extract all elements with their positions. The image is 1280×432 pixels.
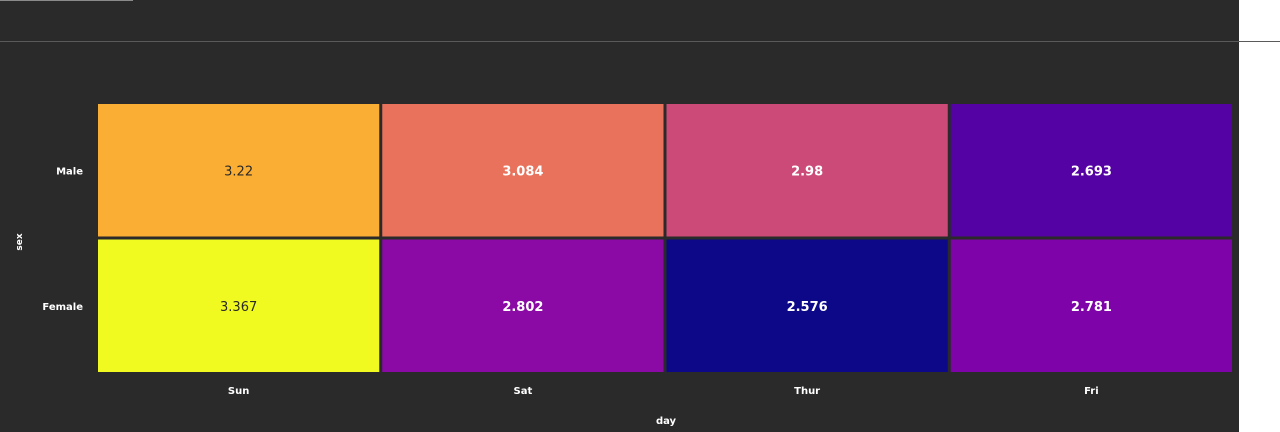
heatmap-cell-male-sat [382,104,664,237]
heatmap-cell-male-sun [98,104,380,237]
x-axis-label: day [656,416,677,427]
x-tick-label: Thur [794,386,820,397]
y-tick-label: Male [56,166,83,177]
y-axis-label: sex [15,233,25,250]
heatmap-cell-male-thur [666,104,948,237]
heatmap-cell-label: 2.693 [1071,164,1112,179]
x-tick-label: Sat [514,386,533,397]
heatmap-cell-label: 2.576 [787,300,828,315]
x-tick-label: Fri [1084,386,1099,397]
heatmap-cell-female-thur [666,239,948,372]
heatmap-cell-female-fri [950,239,1232,372]
x-axis-ticks: Sun Sat Thur Fri [228,386,1099,397]
heatmap-cell-male-fri [950,104,1232,237]
heatmap-cell-label: 3.367 [220,300,257,315]
heatmap-cell-female-sat [382,239,664,372]
heatmap-cell-label: 2.781 [1071,300,1112,315]
header-divider [0,41,1280,42]
heatmap-cell-label: 2.98 [791,164,823,179]
y-axis-ticks: Male Female [42,166,83,313]
heatmap-cell-label: 2.802 [502,300,543,315]
x-tick-label: Sun [228,386,249,397]
tab-indicator [0,0,133,1]
y-tick-label: Female [42,302,83,313]
heatmap-cell-label: 3.22 [224,164,253,179]
heatmap-cell-label: 3.084 [502,164,543,179]
heatmap-cell-female-sun [98,239,380,372]
heatmap-cells: 3.22 3.084 2.98 2.693 3.367 2.802 2.576 2.781 [98,104,1232,372]
